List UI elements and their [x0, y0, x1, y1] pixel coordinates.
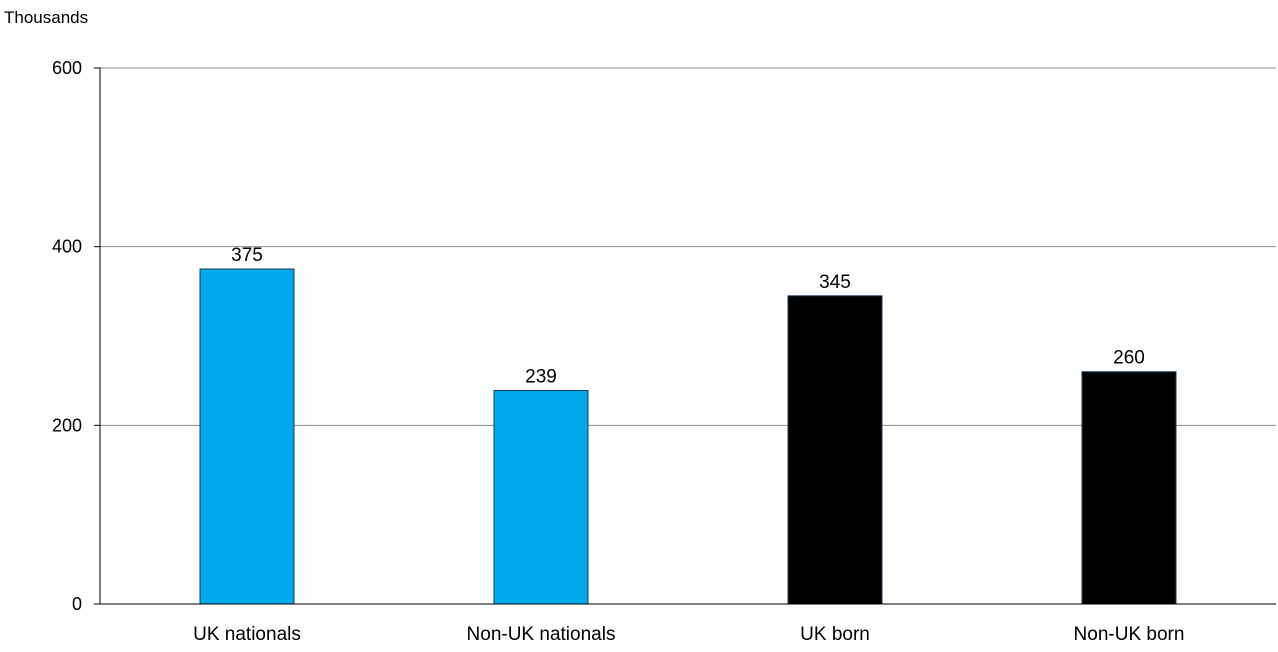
bar	[493, 389, 589, 605]
y-tick-label: 0	[72, 594, 82, 614]
data-label: 260	[1113, 348, 1145, 369]
x-category-label: UK born	[800, 624, 870, 645]
labels: 0 200 400 600 375 UK nationals 239 Non-UK natio…	[52, 58, 1184, 645]
bar	[787, 295, 883, 605]
bar	[199, 268, 295, 605]
bar	[1081, 371, 1177, 605]
x-category-label: UK nationals	[193, 624, 301, 645]
axes	[94, 67, 1276, 605]
gridlines	[100, 67, 1276, 426]
data-label: 375	[231, 245, 263, 266]
bars	[199, 268, 1177, 605]
y-tick-label: 400	[52, 237, 82, 257]
data-label: 345	[819, 272, 851, 293]
y-tick-label: 600	[52, 58, 82, 78]
x-category-label: Non-UK born	[1074, 624, 1185, 645]
x-category-label: Non-UK nationals	[467, 624, 616, 645]
data-label: 239	[525, 366, 557, 387]
y-tick-label: 200	[52, 415, 82, 435]
y-axis-unit-label: Thousands	[4, 8, 88, 27]
